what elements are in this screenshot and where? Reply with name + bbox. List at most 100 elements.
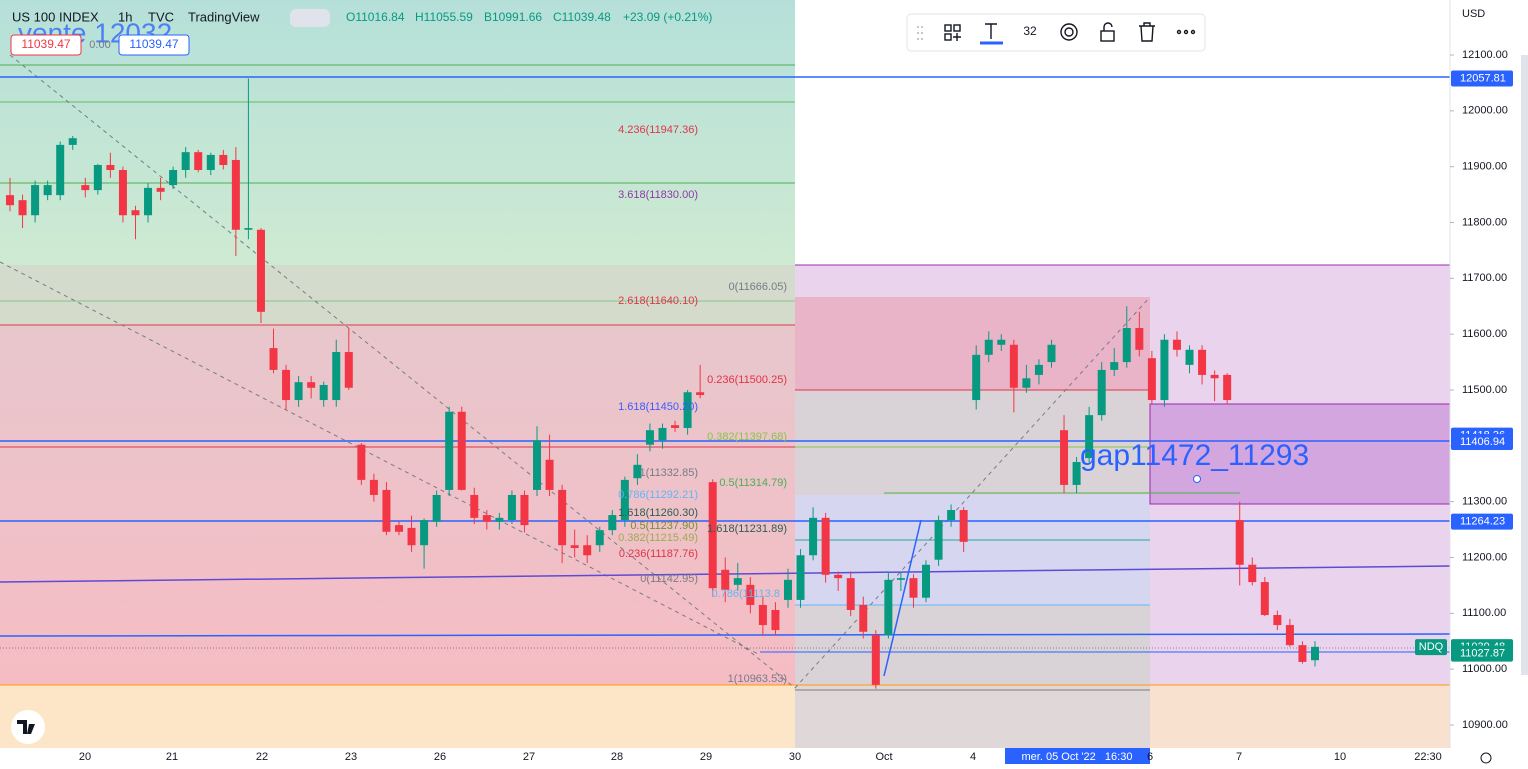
candle-body (432, 494, 441, 522)
candle-body (783, 579, 792, 600)
candle-body (1122, 328, 1131, 363)
y-tick-label: 11900.00 (1462, 161, 1507, 173)
price-tag-label: 11264.23 (1460, 516, 1505, 528)
candle-body (231, 159, 240, 230)
buy-button[interactable] (118, 34, 190, 56)
y-tick-label: 12100.00 (1462, 49, 1508, 61)
candle-body (81, 185, 90, 191)
candle-body (696, 392, 705, 396)
candle-body (595, 530, 604, 546)
candle-body (683, 392, 692, 428)
change: +23.09 (+0.21%) (623, 10, 712, 24)
fib-label: 0.786(11292.21) (618, 489, 698, 501)
candle-body (1172, 339, 1181, 350)
scrollbar[interactable] (1521, 55, 1528, 675)
candle-body (984, 339, 993, 355)
candle-body (859, 604, 868, 632)
time-label: 7 (1236, 751, 1242, 763)
price-tag-label: 12057.81 (1460, 72, 1506, 84)
fib-label: 2.618(11640.10) (618, 295, 698, 307)
platform: TradingView (188, 9, 260, 24)
settings-icon[interactable] (1480, 752, 1492, 764)
candle-body (658, 427, 667, 441)
high: H11055.59 (415, 10, 473, 24)
sell-button[interactable] (10, 34, 82, 56)
currency[interactable]: USD (1462, 8, 1485, 20)
candle-body (18, 200, 27, 216)
candle-body (169, 170, 178, 186)
price-tag (1451, 70, 1513, 87)
candle-body (997, 339, 1006, 345)
candle-body (821, 517, 830, 575)
time-label: 22:30 (1414, 751, 1442, 763)
symbol-tag (1415, 639, 1447, 656)
zone (0, 685, 795, 748)
price-tag (1451, 645, 1513, 662)
candle-body (256, 229, 265, 312)
gap-box (1149, 403, 1451, 505)
y-tick-label: 11500.00 (1462, 384, 1507, 396)
indicator-pill[interactable] (290, 9, 330, 27)
candle-body (1273, 615, 1282, 626)
candle-body (206, 154, 215, 171)
candle-body (583, 545, 592, 556)
candle-body (181, 152, 190, 171)
candle-body (31, 185, 40, 216)
zone (0, 265, 795, 325)
candle-body (1072, 462, 1081, 485)
fib-label: 0.382(11397.68) (707, 431, 787, 443)
fib-label: 1(11332.85) (639, 467, 698, 479)
y-tick-label: 10900.00 (1462, 719, 1508, 731)
candle-body (645, 430, 654, 445)
candle-body (156, 187, 165, 192)
candle-body (1185, 349, 1194, 365)
handle[interactable] (1193, 475, 1201, 483)
candle-body (746, 584, 755, 605)
candle-body (394, 525, 403, 532)
bid: 11039.47 (21, 37, 70, 51)
time-label: 21 (166, 751, 178, 763)
low: B10991.66 (484, 10, 542, 24)
candle-body (671, 425, 680, 428)
drawing-toolbar (906, 13, 1206, 52)
font-size[interactable]: 32 (1023, 24, 1037, 38)
time-label: 22 (256, 751, 268, 763)
candle-body (269, 348, 278, 370)
candle-body (1248, 564, 1257, 583)
time-label: 26 (434, 751, 446, 763)
candle-body (1298, 645, 1307, 662)
time-axis (0, 748, 1450, 764)
time-label: 28 (611, 751, 623, 763)
fib-label: 0.5(11237.90) (630, 520, 698, 532)
candle-body (1097, 369, 1106, 416)
candle-body (457, 411, 466, 490)
candle-body (1285, 625, 1294, 646)
fib-label: 1.618(11450.20) (618, 401, 698, 413)
candle-body (332, 352, 341, 401)
y-tick-label: 11700.00 (1462, 272, 1507, 284)
time-label: 4 (970, 751, 976, 763)
open: O11016.84 (346, 10, 405, 24)
candle-body (909, 578, 918, 598)
candle-body (922, 564, 931, 598)
fib-label: 0.5(11314.79) (719, 477, 787, 489)
candle-body (495, 517, 504, 522)
candle-body (470, 494, 479, 518)
candle-body (482, 515, 491, 522)
crosshair-time (1005, 748, 1150, 764)
candle-body (558, 489, 567, 546)
time-label: 29 (700, 751, 712, 763)
candle-body (947, 510, 956, 521)
candle-body (533, 440, 542, 490)
candle-body (721, 569, 730, 590)
drawing-labels: 4.236(11947.36) 3.618(11830.00) 2.618(1164… (618, 124, 787, 685)
candle-body (1260, 582, 1269, 616)
fib-lines (0, 64, 1450, 691)
candle-body (771, 609, 780, 631)
logo[interactable] (11, 710, 45, 744)
candle-body (1223, 374, 1232, 401)
candle-body (934, 520, 943, 560)
trend-lines (0, 54, 1151, 689)
logo-mark (17, 720, 35, 734)
